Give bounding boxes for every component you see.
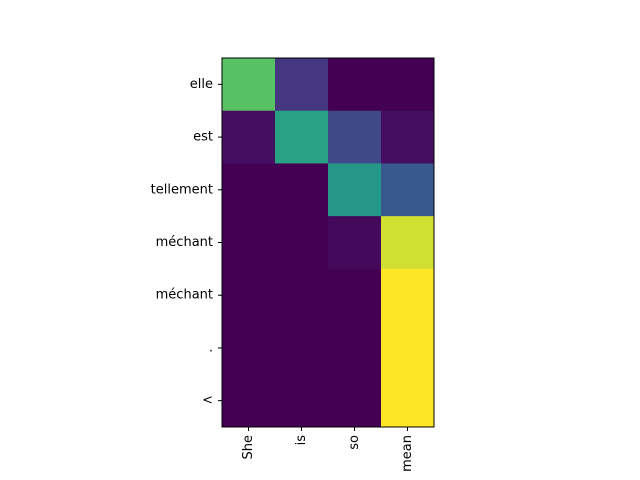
y-tick-label: méchant [156,235,213,250]
x-tick-label: is [294,435,309,446]
heatmap-cell [275,110,329,164]
x-tick-label: so [347,435,362,450]
heatmap-cell [275,321,329,375]
heatmap-cell [381,268,435,323]
y-tick-label: < [202,393,213,408]
heatmap-cell [328,321,382,375]
heatmap-cell [381,216,435,270]
heatmap-cell [381,163,435,217]
heatmap-cell [328,163,382,217]
y-tick-label: . [209,340,213,355]
heatmap-cell [222,58,276,112]
heatmap-cell [381,58,435,112]
heatmap-cell [381,321,435,375]
heatmap-cell [222,268,276,323]
heatmap-cell [222,163,276,217]
heatmap-cell [328,374,382,428]
y-tick-label: elle [190,77,213,92]
heatmap-cell [222,110,276,164]
y-tick-label: est [193,130,213,145]
heatmap-cell [328,58,382,112]
heatmap-cell [275,374,329,428]
y-tick-label: méchant [156,288,213,303]
x-tick-label: mean [400,435,415,472]
y-axis-ticks: elle est tellement méchant méchant. < [151,77,222,408]
heatmap-cell [381,374,435,428]
heatmap-cell [328,110,382,164]
heatmap-cell [275,163,329,217]
heatmap-cell [222,216,276,270]
heatmap-cells [222,58,435,428]
y-tick-label: tellement [151,182,213,197]
heatmap-cell [275,268,329,323]
heatmap-cell [381,110,435,164]
heatmap-cell [275,216,329,270]
heatmap-cell [328,268,382,323]
x-tick-label: She [241,435,256,460]
heatmap-cell [222,374,276,428]
heatmap-cell [328,216,382,270]
heatmap-cell [222,321,276,375]
heatmap-cell [275,58,329,112]
x-axis-ticks: She is so mean [241,427,415,472]
